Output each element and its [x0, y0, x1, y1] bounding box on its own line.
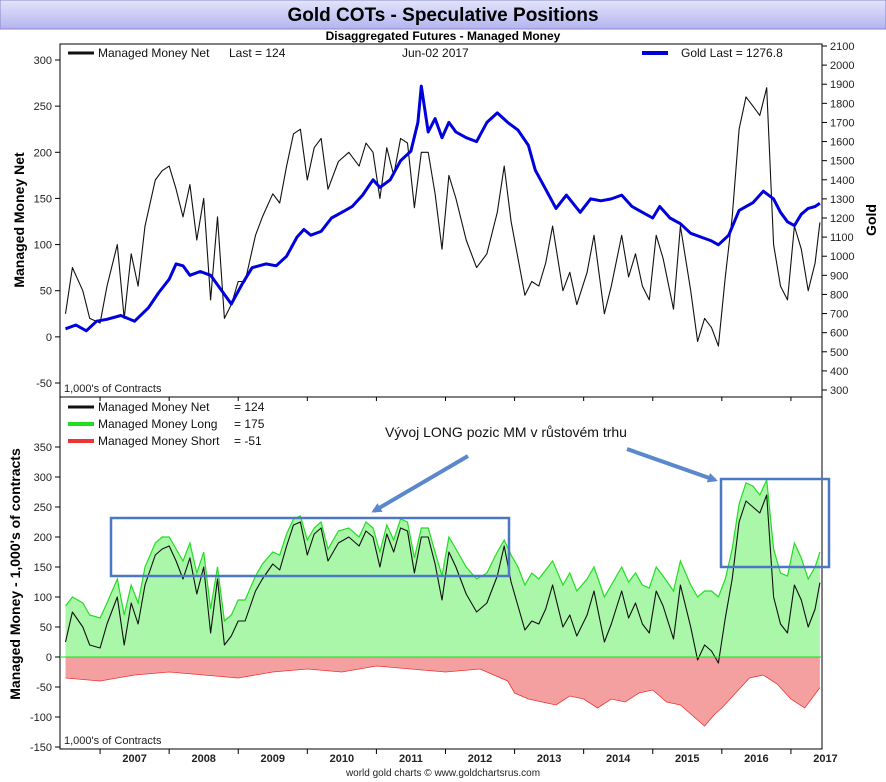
bottom-axis-tick-label: 150 — [34, 562, 52, 574]
top-panel-frame — [59, 43, 823, 398]
top-right-axis-tick-label: 1000 — [830, 251, 854, 263]
top-right-axis-tick-label: 500 — [830, 347, 848, 359]
legend-bottom-net-label: Managed Money Net — [98, 400, 210, 414]
annotation-box-left — [109, 516, 511, 578]
top-right-axis-tick-label: 1600 — [830, 137, 854, 149]
bottom-left-axis: 350 300 250 200 150 100 50 0 -50 -100 -150 — [30, 442, 60, 754]
top-right-axis-tick-label: 1900 — [830, 79, 854, 91]
top-right-axis-tick-label: 600 — [830, 328, 848, 340]
x-axis-year-label: 2016 — [744, 753, 768, 765]
legend-bottom-net-value: = 124 — [234, 400, 265, 414]
top-right-axis-tick-label: 1300 — [830, 194, 854, 206]
x-axis-year-label: 2012 — [468, 753, 492, 765]
top-right-axis-tick-label: 1100 — [830, 232, 854, 244]
bottom-axis-label: Managed Money - 1,000's of contracts — [7, 448, 23, 700]
top-left-axis-label: Managed Money Net — [11, 152, 27, 288]
bottom-axis-tick-label: 250 — [34, 502, 52, 514]
top-right-axis-tick-label: 700 — [830, 309, 848, 321]
x-axis-year-label: 2008 — [191, 753, 215, 765]
top-right-axis-tick-label: 900 — [830, 270, 848, 282]
x-axis-year-label: 2007 — [122, 753, 146, 765]
top-right-axis-tick-label: 1500 — [830, 156, 854, 168]
top-right-axis-tick-label: 1800 — [830, 98, 854, 110]
legend-net-label: Managed Money Net — [98, 46, 210, 60]
chart-title: Gold COTs - Speculative Positions — [287, 5, 598, 26]
series-area-managed-money-short — [65, 657, 820, 726]
x-axis-year-label: 2014 — [606, 753, 631, 765]
top-left-axis-tick-label: 100 — [34, 240, 52, 252]
footer-credit: world gold charts © www.goldchartsrus.co… — [345, 768, 540, 779]
bottom-series-layer — [64, 477, 821, 727]
bottom-axis-tick-label: -50 — [36, 682, 52, 694]
bottom-axis-tick-label: 50 — [40, 622, 52, 634]
top-right-axis-tick-label: 300 — [830, 385, 848, 397]
top-left-axis-tick-label: 50 — [40, 286, 52, 298]
x-axis: 2007 2008 2009 2010 2011 2012 2013 2014 2015 2016… — [99, 397, 838, 765]
bottom-axis-tick-label: 0 — [46, 652, 52, 664]
top-series-layer — [64, 84, 821, 347]
top-date: Jun-02 2017 — [402, 46, 469, 60]
bottom-axis-tick-label: -100 — [30, 712, 52, 724]
top-left-axis-tick-label: 150 — [34, 193, 52, 205]
bottom-axis-tick-label: 200 — [34, 532, 52, 544]
top-left-axis-tick-label: -50 — [36, 378, 52, 390]
bottom-axis-tick-label: -150 — [30, 742, 52, 754]
x-axis-year-label: 2011 — [399, 753, 423, 765]
top-right-axis-tick-label: 800 — [830, 289, 848, 301]
top-right-axis-label: Gold — [863, 204, 879, 236]
legend-gold-label: Gold Last = 1276.8 — [681, 46, 783, 60]
top-left-axis: 300 250 200 150 100 50 0 -50 — [34, 55, 60, 390]
top-right-axis-tick-label: 1400 — [830, 175, 854, 187]
series-line-managed-money-short — [65, 665, 821, 727]
top-right-axis-tick-label: 1200 — [830, 213, 854, 225]
legend-net-last: Last = 124 — [229, 46, 286, 60]
bottom-axis-tick-label: 300 — [34, 472, 52, 484]
top-contracts-label: 1,000's of Contracts — [64, 383, 162, 395]
top-right-axis-tick-label: 2100 — [830, 41, 854, 53]
legend-short-label: Managed Money Short — [98, 434, 220, 448]
series-line-bottom-managed-money-net — [64, 494, 821, 664]
legend-short-value: = -51 — [234, 434, 262, 448]
x-axis-year-label: 2017 — [813, 753, 837, 765]
top-right-axis: 2100 2000 1900 1800 1700 1600 1500 1400 1300 1200… — [822, 41, 854, 397]
top-right-axis-tick-label: 2000 — [830, 60, 854, 72]
top-left-axis-tick-label: 200 — [34, 147, 52, 159]
chart-subtitle: Disaggregated Futures - Managed Money — [326, 29, 561, 43]
x-axis-year-label: 2009 — [261, 753, 285, 765]
series-line-gold — [64, 84, 821, 333]
annotation-box-right — [719, 477, 831, 569]
x-axis-year-label: 2013 — [537, 753, 561, 765]
bottom-axis-tick-label: 350 — [34, 442, 52, 454]
annotation-arrow-left — [371, 454, 470, 513]
title-banner — [0, 0, 886, 30]
series-line-managed-money-net — [64, 87, 821, 347]
x-axis-year-label: 2010 — [330, 753, 354, 765]
legend-long-value: = 175 — [234, 417, 265, 431]
x-axis-year-label: 2015 — [675, 753, 699, 765]
annotation-text: Vývoj LONG pozic MM v růstovém trhu — [385, 424, 627, 440]
top-left-axis-tick-label: 300 — [34, 55, 52, 67]
top-left-axis-tick-label: 250 — [34, 101, 52, 113]
legend-long-label: Managed Money Long — [98, 417, 217, 431]
annotation-arrow-right — [626, 447, 718, 483]
top-right-axis-tick-label: 1700 — [830, 117, 854, 129]
top-right-axis-tick-label: 400 — [830, 366, 848, 378]
bottom-axis-tick-label: 100 — [34, 592, 52, 604]
bottom-contracts-label: 1,000's of Contracts — [64, 735, 162, 747]
top-left-axis-tick-label: 0 — [46, 332, 52, 344]
